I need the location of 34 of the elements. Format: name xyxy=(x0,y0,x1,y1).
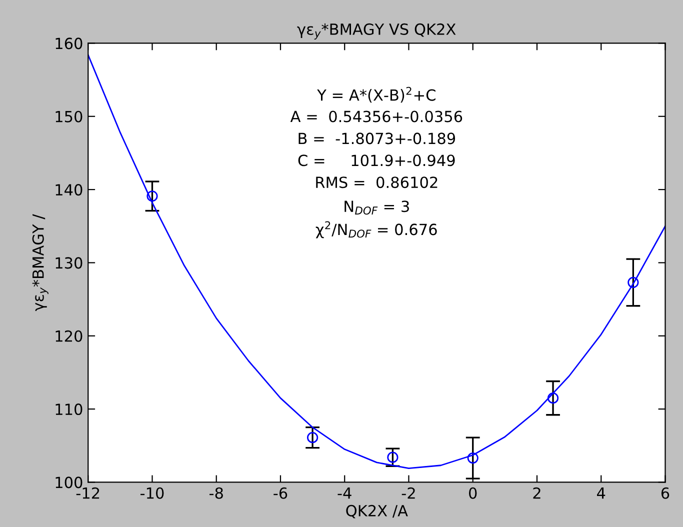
annotation: C = 101.9+-0.949 xyxy=(298,154,455,166)
annotation: Y = A*(X-B)$^{2}$+C xyxy=(317,86,436,103)
annotation: B = -1.8073+-0.189 xyxy=(298,132,456,144)
annotation: χ$^{2}$/N$_{DOF}$ = 0.676 xyxy=(316,221,437,238)
x-axis-title: QK2X /A xyxy=(346,504,408,518)
point xyxy=(467,452,478,464)
y-tick-label: 130 xyxy=(56,257,82,269)
y-tick-label: 110 xyxy=(56,404,82,416)
y-tick-label: 140 xyxy=(56,184,82,196)
x-tick-label: -2 xyxy=(402,487,415,499)
line-series xyxy=(88,54,666,469)
y-tick-label: 100 xyxy=(56,476,82,488)
point xyxy=(387,452,398,463)
x-tick-label: 2 xyxy=(533,487,540,499)
x-tick-label: -6 xyxy=(274,487,288,499)
x-tick-label: 4 xyxy=(597,488,606,499)
x-tick-label: 6 xyxy=(661,487,670,499)
y-axis-title: γε$_{y}$*BMAGY / xyxy=(32,214,48,312)
chart-title: γε$_{y}$*BMAGY VS QK2X xyxy=(297,23,456,40)
annotation: N$_{DOF}$ = 3 xyxy=(344,200,409,215)
x-tick-label: -4 xyxy=(338,488,352,499)
y-tick-label: 160 xyxy=(56,38,82,50)
annotation: A = 0.54356+-0.0356 xyxy=(290,110,462,122)
y-tick-label: 120 xyxy=(56,330,82,342)
x-tick-label: -12 xyxy=(76,487,100,499)
point xyxy=(547,392,559,404)
point xyxy=(628,276,639,288)
x-tick-label: 0 xyxy=(469,487,477,499)
y-tick-label: 150 xyxy=(56,110,82,122)
x-tick-label: -8 xyxy=(209,487,223,499)
point xyxy=(306,432,318,444)
point xyxy=(146,190,158,202)
x-tick-label: -10 xyxy=(140,487,164,499)
annotation: RMS = 0.86102 xyxy=(316,176,438,188)
